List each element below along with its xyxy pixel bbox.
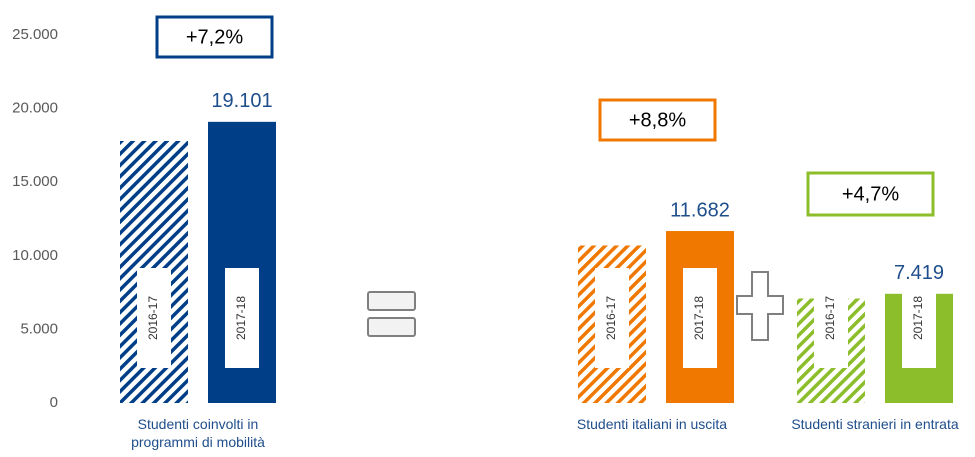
annotation-box [598, 98, 717, 142]
bar-label-box [225, 268, 259, 368]
y-tick-label: 5.000 [20, 320, 58, 337]
bar-series-label: 2017-18 [692, 296, 706, 340]
bar-series-label: 2016-17 [146, 296, 160, 340]
bar-series-label: 2017-18 [234, 296, 248, 340]
y-tick-label: 10.000 [12, 247, 58, 264]
bar-series-label: 2016-17 [823, 296, 837, 340]
y-tick-label: 0 [50, 394, 58, 411]
category-label: Studenti coinvolti in programmi di mobil… [131, 416, 265, 450]
y-tick-label: 20.000 [12, 100, 58, 117]
plus-sign [736, 271, 784, 341]
y-tick-label: 25.000 [12, 26, 58, 43]
y-tick-label: 15.000 [12, 173, 58, 190]
category-label: Studenti italiani in uscita [576, 416, 728, 432]
bar-label-box [902, 268, 936, 368]
value-label: 11.682 [670, 199, 730, 221]
annotation-box [806, 171, 935, 217]
annotation-box [155, 15, 274, 59]
annotation: +7,2% [186, 26, 243, 48]
value-label: 19.101 [211, 90, 272, 112]
bar-label-box [683, 268, 717, 368]
category-label: Studenti stranieri in entrata [791, 416, 959, 432]
bar-label-box [814, 268, 848, 368]
bar-label-box [137, 268, 171, 368]
annotation: +8,8% [629, 109, 686, 131]
bar-series-label: 2016-17 [604, 296, 618, 340]
bar-series-label: 2017-18 [911, 296, 925, 340]
annotation: +4,7% [842, 183, 899, 205]
equals-sign [367, 291, 416, 337]
value-label: 7.419 [894, 262, 944, 284]
bar-label-box [595, 268, 629, 368]
